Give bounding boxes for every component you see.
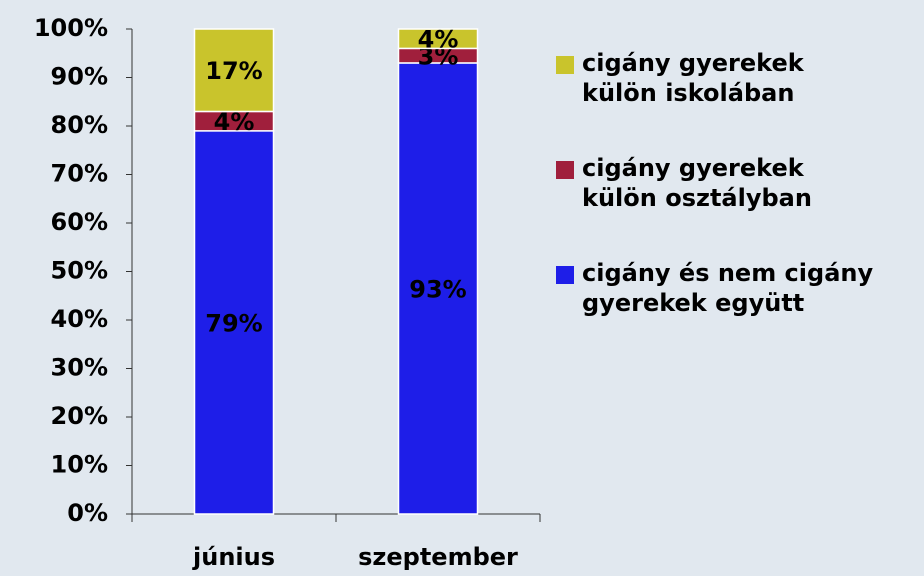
y-tick-label: 60% bbox=[51, 208, 108, 236]
bar-segment bbox=[397, 62, 479, 515]
data-label: 79% bbox=[205, 309, 262, 337]
y-tick-label: 50% bbox=[51, 257, 108, 285]
data-label: 4% bbox=[418, 26, 459, 54]
legend-swatch bbox=[556, 266, 574, 284]
data-label: 4% bbox=[214, 108, 255, 136]
y-tick-label: 90% bbox=[51, 63, 108, 91]
data-label: 17% bbox=[205, 57, 262, 85]
y-tick-label: 80% bbox=[51, 111, 108, 139]
legend-label: cigány és nem cigány gyerekek együtt bbox=[582, 259, 874, 317]
y-tick-label: 10% bbox=[51, 451, 108, 479]
y-tick-label: 0% bbox=[67, 499, 108, 527]
y-tick-label: 40% bbox=[51, 305, 108, 333]
bar-segment bbox=[193, 28, 275, 113]
legend-label: cigány gyerekek külön iskolában bbox=[582, 49, 804, 107]
y-tick-label: 20% bbox=[51, 402, 108, 430]
legend-swatch bbox=[556, 161, 574, 179]
bar-segment bbox=[193, 130, 275, 515]
y-tick-label: 100% bbox=[34, 14, 108, 42]
legend-swatch bbox=[556, 56, 574, 74]
x-tick-label: június bbox=[192, 543, 275, 571]
data-label: 93% bbox=[409, 275, 466, 303]
legend-label: cigány gyerekek külön osztályban bbox=[582, 154, 812, 212]
x-tick-label: szeptember bbox=[358, 543, 518, 571]
legend-entry: cigány gyerekek külön iskolában bbox=[556, 48, 924, 108]
bar-segment bbox=[397, 28, 479, 50]
legend-entry: cigány és nem cigány gyerekek együtt bbox=[556, 258, 924, 318]
legend-entry: cigány gyerekek külön osztályban bbox=[556, 153, 924, 213]
y-tick-label: 70% bbox=[51, 160, 108, 188]
y-tick-label: 30% bbox=[51, 354, 108, 382]
